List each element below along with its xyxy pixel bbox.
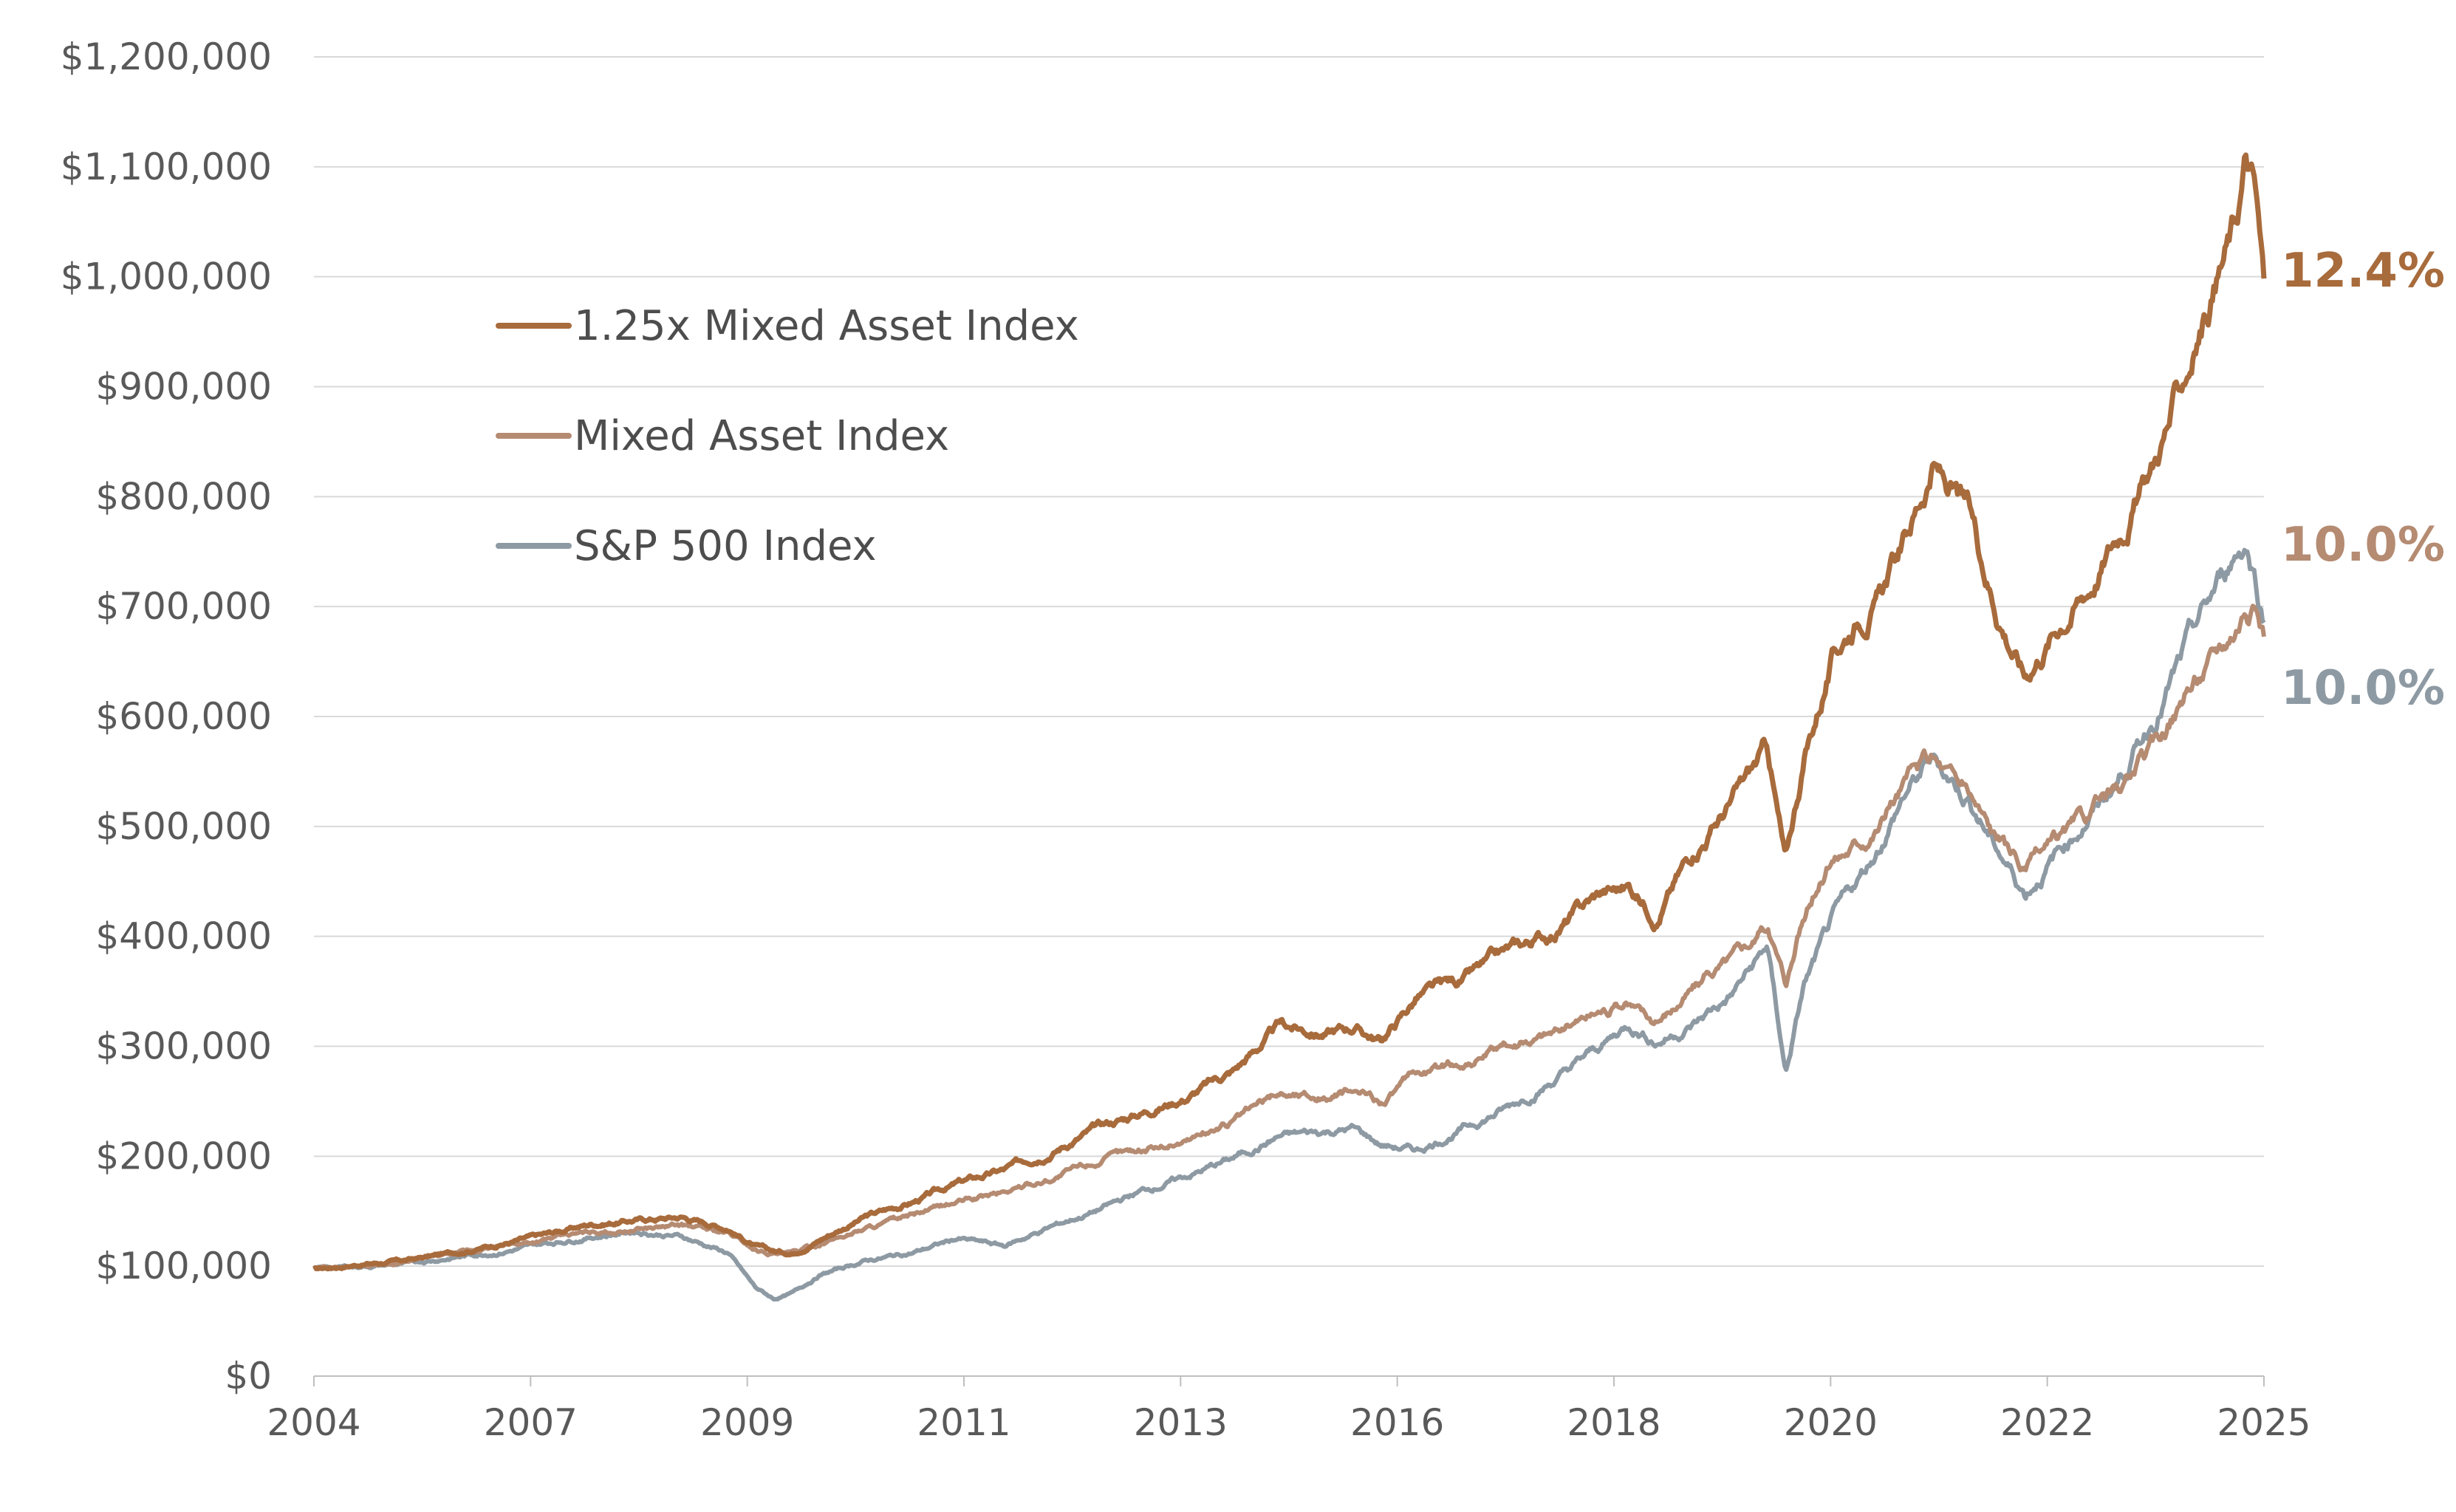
x-axis: 2004 2007 2009 2011 2013 2016 2018 2020 2022 2025 xyxy=(267,1375,2311,1444)
x-tick-label: 2020 xyxy=(1784,1401,1878,1444)
x-tick-label: 2025 xyxy=(2217,1401,2310,1444)
x-tick-label: 2004 xyxy=(267,1401,360,1444)
y-tick-label: $900,000 xyxy=(95,366,272,408)
x-tick-label: 2013 xyxy=(1134,1401,1228,1444)
series-line xyxy=(312,152,2267,1272)
y-tick-label: $0 xyxy=(225,1355,272,1398)
x-tick-label: 2009 xyxy=(700,1401,794,1444)
end-label: 10.0% xyxy=(2281,661,2445,716)
series-lines xyxy=(312,152,2267,1302)
grid-lines xyxy=(314,56,2264,1268)
y-tick-label: $400,000 xyxy=(95,915,272,958)
series-line xyxy=(312,603,2266,1272)
legend-label: Mixed Asset Index xyxy=(574,412,949,460)
legend-label: S&P 500 Index xyxy=(574,522,877,570)
legend-label: 1.25x Mixed Asset Index xyxy=(574,302,1079,350)
x-tick-label: 2022 xyxy=(2000,1401,2094,1444)
y-tick-label: $1,000,000 xyxy=(61,256,272,298)
y-tick-label: $1,100,000 xyxy=(61,146,272,188)
x-tick-label: 2007 xyxy=(484,1401,578,1444)
end-label: 10.0% xyxy=(2281,518,2445,572)
y-tick-label: $800,000 xyxy=(95,475,272,518)
end-labels: 12.4% 10.0% 10.0% xyxy=(2281,244,2445,716)
y-tick-label: $600,000 xyxy=(95,695,272,738)
y-tick-label: $200,000 xyxy=(95,1135,272,1177)
x-tick-label: 2018 xyxy=(1567,1401,1660,1444)
series-line xyxy=(312,547,2266,1302)
y-tick-label: $100,000 xyxy=(95,1245,272,1287)
y-axis: $0 $100,000 $200,000 $300,000 $400,000 $500,0… xyxy=(61,35,272,1398)
y-tick-label: $300,000 xyxy=(95,1025,272,1068)
x-tick-label: 2011 xyxy=(917,1401,1010,1444)
x-tick-label: 2016 xyxy=(1350,1401,1444,1444)
y-tick-label: $700,000 xyxy=(95,585,272,628)
y-tick-label: $500,000 xyxy=(95,805,272,848)
legend: 1.25x Mixed Asset Index Mixed Asset Index… xyxy=(496,302,1079,570)
y-tick-label: $1,200,000 xyxy=(61,35,272,78)
end-label: 12.4% xyxy=(2281,244,2445,298)
